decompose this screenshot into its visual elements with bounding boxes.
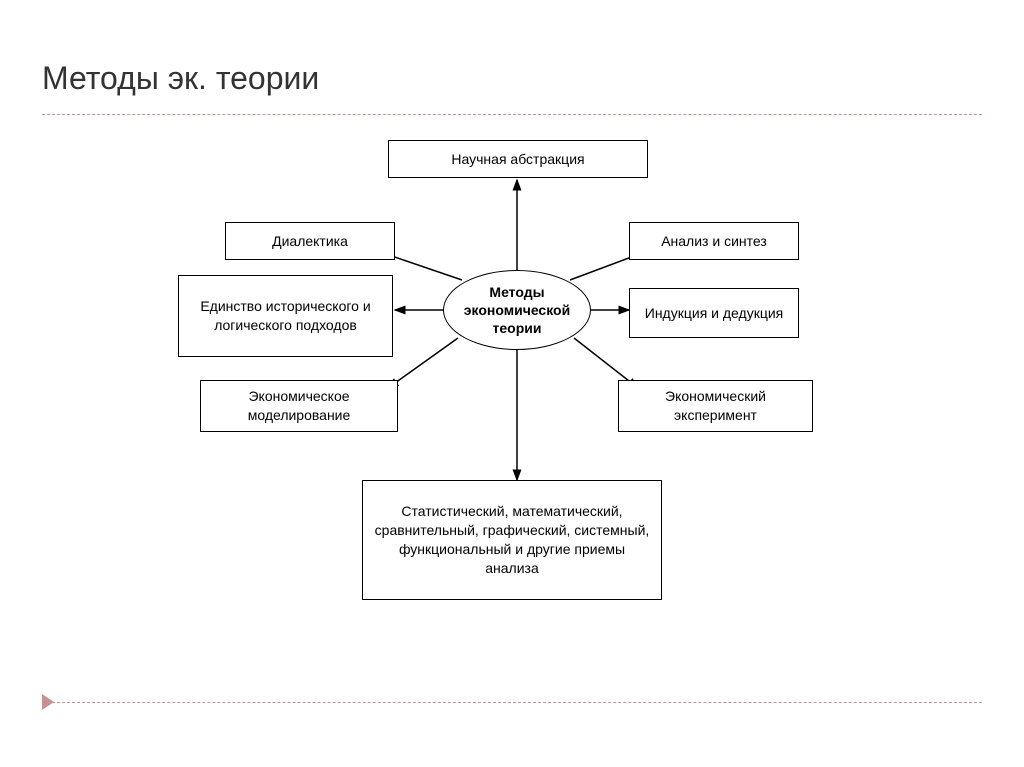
node-n6: Экономическое моделирование bbox=[200, 380, 398, 432]
node-n5: Индукция и дедукция bbox=[629, 288, 799, 338]
node-n2: Диалектика bbox=[225, 222, 395, 260]
page-title: Методы эк. теории bbox=[42, 60, 319, 97]
divider-top bbox=[42, 114, 982, 115]
node-n7: Экономический эксперимент bbox=[618, 380, 813, 432]
node-n3: Анализ и синтез bbox=[629, 222, 799, 260]
node-n8: Статистический, математический, сравните… bbox=[362, 480, 662, 600]
center-node: Методы экономической теории bbox=[443, 270, 591, 350]
methods-diagram: Методы экономической теории Научная абст… bbox=[170, 130, 850, 685]
node-n1: Научная абстракция bbox=[388, 140, 648, 178]
divider-bottom bbox=[42, 702, 982, 703]
corner-arrow-icon bbox=[42, 694, 54, 710]
node-n4: Единство исторического и логического под… bbox=[178, 275, 393, 357]
